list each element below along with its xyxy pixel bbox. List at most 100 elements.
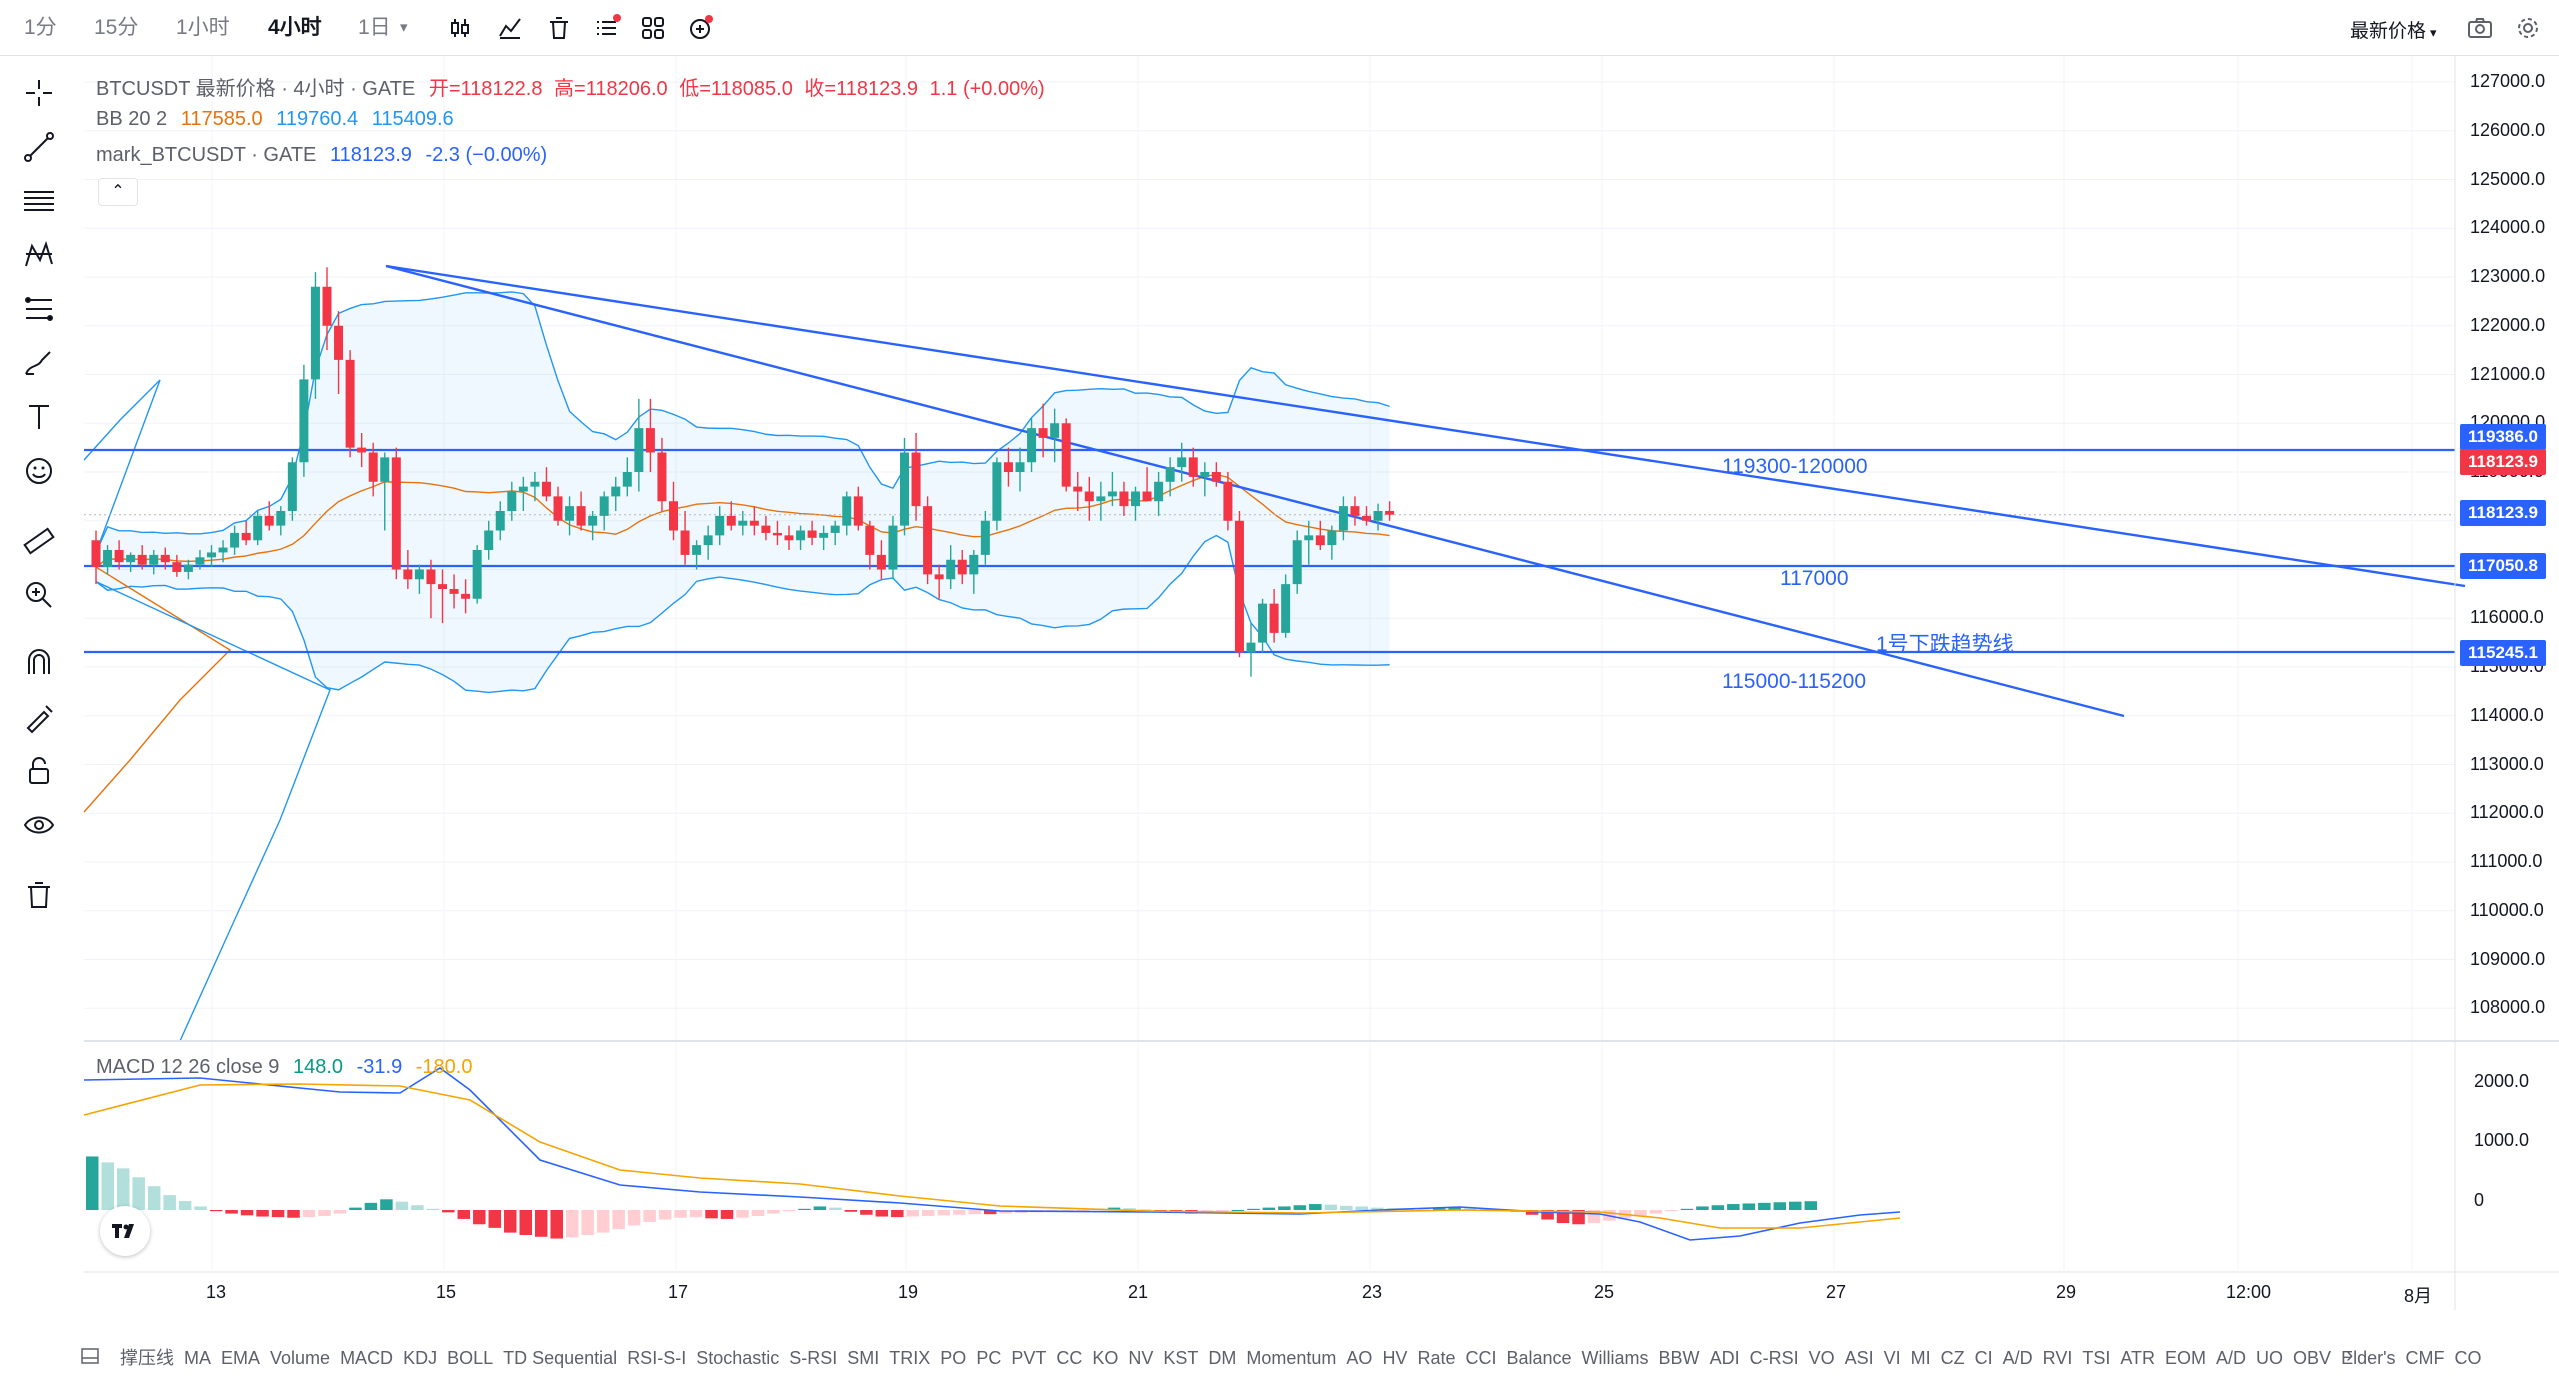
indicator-item[interactable]: TD Sequential <box>503 1348 618 1368</box>
add-alert-icon[interactable] <box>686 14 714 42</box>
indicator-item[interactable]: ADI <box>1709 1348 1740 1368</box>
candle-body <box>1027 428 1037 463</box>
timeframe-dropdown-icon[interactable]: ▾ <box>400 19 408 36</box>
indicator-item[interactable]: Elder's <box>2341 1348 2396 1368</box>
indicator-item[interactable]: CZ <box>1940 1348 1965 1368</box>
indicator-item[interactable]: AO <box>1346 1348 1373 1368</box>
indicator-item[interactable]: DM <box>1208 1348 1237 1368</box>
indicator-item[interactable]: A/D <box>2002 1348 2033 1368</box>
ruler-icon[interactable] <box>20 522 58 560</box>
indicator-item[interactable]: MA <box>184 1348 211 1368</box>
annotation-resistance[interactable]: 119300-120000 <box>1722 455 1868 478</box>
timeframe-1m[interactable]: 1分 <box>24 16 57 39</box>
indicator-item[interactable]: RVI <box>2042 1348 2073 1368</box>
annotation-support[interactable]: 115000-115200 <box>1722 670 1867 693</box>
indicator-item[interactable]: KST <box>1163 1348 1199 1368</box>
collapse-legend-button[interactable]: ⌃ <box>98 178 138 206</box>
drawing-lock-icon[interactable] <box>20 698 58 736</box>
indicator-item[interactable]: Rate <box>1417 1348 1456 1368</box>
magnet-icon[interactable] <box>20 644 58 682</box>
indicator-item[interactable]: VI <box>1883 1348 1901 1368</box>
zoom-in-icon[interactable] <box>20 576 58 614</box>
candle-body <box>1015 462 1025 472</box>
panel-icon[interactable] <box>80 1346 100 1366</box>
timeframe-15m[interactable]: 15分 <box>94 16 139 39</box>
timeframe-4h[interactable]: 4小时 <box>268 16 322 39</box>
indicator-item[interactable]: TRIX <box>889 1348 931 1368</box>
indicator-item[interactable]: TSI <box>2082 1348 2111 1368</box>
indicator-item[interactable]: BBW <box>1658 1348 1700 1368</box>
fib-icon[interactable] <box>20 290 58 328</box>
macd-histogram-bar <box>349 1207 362 1210</box>
brush-icon[interactable] <box>20 344 58 382</box>
price-type-select[interactable]: 最新价格 ▾ <box>2350 21 2437 42</box>
indicator-item[interactable]: ASI <box>1844 1348 1874 1368</box>
indicator-item[interactable]: CI <box>1974 1348 1993 1368</box>
candle-body <box>599 496 609 516</box>
indicator-item[interactable]: CO <box>2454 1348 2482 1368</box>
indicator-item[interactable]: KO <box>1092 1348 1119 1368</box>
indicator-item[interactable]: VO <box>1808 1348 1835 1368</box>
lock-icon[interactable] <box>20 752 58 790</box>
indicator-item[interactable]: KDJ <box>403 1348 438 1368</box>
indicator-item[interactable]: Balance <box>1506 1348 1572 1368</box>
indicator-item[interactable]: PVT <box>1011 1348 1047 1368</box>
candle-body <box>1315 535 1325 546</box>
indicator-item[interactable]: UO <box>2256 1348 2284 1368</box>
camera-icon[interactable] <box>2466 14 2494 42</box>
trash-icon[interactable] <box>545 14 573 42</box>
indicator-item[interactable]: A/D <box>2216 1348 2247 1368</box>
crosshair-icon[interactable] <box>20 74 58 112</box>
candle-type-icon[interactable] <box>446 14 474 42</box>
trend-lines <box>385 264 2466 718</box>
chevron-right-icon[interactable]: › <box>2346 1342 2354 1367</box>
indicator-item[interactable]: MI <box>1910 1348 1931 1368</box>
timeframe-1h[interactable]: 1小时 <box>176 16 230 39</box>
macd-histogram-bar <box>581 1210 594 1235</box>
indicator-item[interactable]: RSI-S-I <box>627 1348 687 1368</box>
indicator-item[interactable]: 撑压线 <box>120 1348 174 1368</box>
indicator-item[interactable]: BOLL <box>447 1348 494 1368</box>
indicator-item[interactable]: NV <box>1128 1348 1154 1368</box>
indicator-item[interactable]: MACD <box>340 1348 394 1368</box>
macd-histogram-bar <box>891 1210 904 1218</box>
indicator-item[interactable]: SMI <box>847 1348 880 1368</box>
indicator-item[interactable]: PC <box>976 1348 1002 1368</box>
indicator-item[interactable]: ATR <box>2120 1348 2156 1368</box>
indicators-icon[interactable] <box>496 14 524 42</box>
candle-body <box>1269 603 1279 633</box>
indicator-item[interactable]: C-RSI <box>1749 1348 1799 1368</box>
indicator-item[interactable]: CMF <box>2405 1348 2445 1368</box>
horizontal-lines-icon[interactable] <box>20 182 58 220</box>
indicator-item[interactable]: Momentum <box>1246 1348 1337 1368</box>
indicator-item[interactable]: PO <box>940 1348 967 1368</box>
indicator-item[interactable]: Williams <box>1581 1348 1649 1368</box>
indicator-item[interactable]: Stochastic <box>696 1348 780 1368</box>
indicator-item[interactable]: EMA <box>221 1348 261 1368</box>
tradingview-logo[interactable] <box>100 1206 150 1256</box>
candle-body <box>507 491 517 511</box>
annotation-trendline[interactable]: 1号下跌趋势线 <box>1876 633 2014 656</box>
indicator-item[interactable]: S-RSI <box>789 1348 838 1368</box>
timeframe-1d[interactable]: 1日 <box>358 16 391 39</box>
time-tick: 12:00 <box>2226 1282 2272 1302</box>
indicator-item[interactable]: Volume <box>270 1348 331 1368</box>
text-icon[interactable] <box>20 398 58 436</box>
emoji-icon[interactable] <box>20 452 58 490</box>
indicator-item[interactable]: EOM <box>2165 1348 2207 1368</box>
indicator-item[interactable]: CCI <box>1465 1348 1497 1368</box>
indicator-item[interactable]: OBV <box>2293 1348 2332 1368</box>
candle-body <box>484 530 494 550</box>
layout-grid-icon[interactable] <box>639 14 667 42</box>
indicator-item[interactable]: CC <box>1056 1348 1083 1368</box>
indicator-item[interactable]: HV <box>1382 1348 1408 1368</box>
macd-histogram-bar <box>86 1156 99 1210</box>
settings-icon[interactable] <box>2514 14 2542 42</box>
eye-icon[interactable] <box>20 806 58 844</box>
pattern-icon[interactable] <box>20 236 58 274</box>
trend-line-icon[interactable] <box>20 128 58 166</box>
delete-drawings-icon[interactable] <box>20 876 58 914</box>
list-icon[interactable] <box>593 14 621 42</box>
annotation-mid[interactable]: 117000 <box>1780 567 1849 590</box>
